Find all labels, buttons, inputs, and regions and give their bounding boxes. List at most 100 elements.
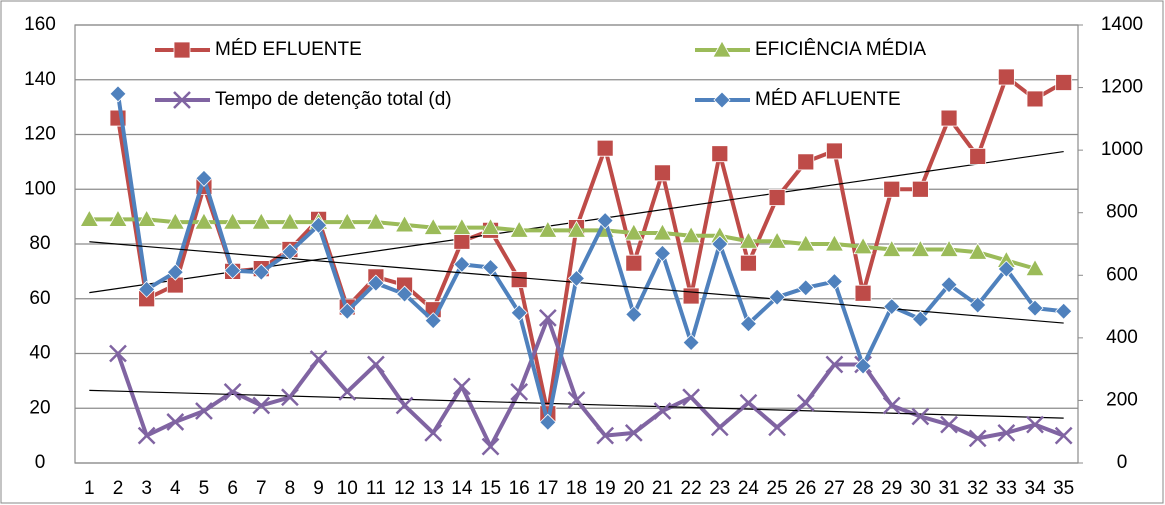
marker: [1054, 426, 1073, 445]
series-line: [89, 217, 1036, 271]
marker: [682, 333, 700, 352]
x-tick-label: 1: [84, 478, 95, 499]
marker: [173, 41, 191, 59]
x-tick-label: 23: [709, 478, 730, 499]
marker: [712, 40, 732, 58]
marker: [624, 424, 643, 442]
y2-tick-label: 400: [1106, 327, 1138, 348]
x-tick-label: 34: [1024, 478, 1046, 499]
x-tick-label: 28: [853, 478, 874, 499]
marker: [394, 215, 415, 233]
marker: [452, 217, 472, 235]
x-tick-label: 11: [366, 478, 386, 499]
x-tick-label: 31: [938, 478, 959, 499]
marker: [452, 377, 471, 396]
marker: [1026, 415, 1044, 434]
marker: [625, 305, 643, 323]
x-tick-label: 33: [996, 478, 1017, 499]
y-tick-label: 20: [29, 397, 50, 418]
marker: [968, 429, 987, 448]
marker: [509, 220, 529, 238]
marker: [538, 220, 558, 238]
x-tick-label: 3: [141, 478, 152, 499]
y2-tick-label: 1400: [1101, 14, 1143, 35]
x-tick-label: 5: [199, 478, 210, 499]
marker: [539, 413, 557, 431]
x-tick-label: 13: [423, 478, 444, 499]
marker: [940, 276, 958, 294]
marker: [682, 287, 700, 305]
marker: [424, 424, 443, 442]
y2-tick-label: 800: [1106, 202, 1138, 223]
marker: [310, 216, 328, 234]
marker: [1055, 74, 1073, 91]
marker: [654, 164, 671, 182]
marker: [251, 212, 271, 230]
series-line: [116, 93, 1064, 425]
marker: [108, 209, 128, 227]
x-tick-label: 2: [113, 478, 124, 499]
marker: [768, 189, 786, 206]
marker: [453, 255, 471, 273]
marker: [968, 242, 988, 260]
marker: [338, 302, 356, 320]
marker: [367, 355, 385, 374]
marker: [713, 91, 731, 109]
marker: [538, 309, 557, 327]
marker: [1026, 299, 1044, 317]
marker: [997, 260, 1015, 278]
marker: [969, 296, 987, 314]
marker: [997, 424, 1016, 442]
marker: [910, 239, 931, 257]
marker: [682, 388, 701, 407]
marker: [109, 85, 127, 103]
marker: [567, 269, 586, 287]
marker: [453, 232, 471, 250]
marker: [166, 263, 184, 281]
marker: [367, 274, 385, 292]
legend-label: MÉD AFLUENTE: [755, 89, 901, 110]
marker: [337, 212, 357, 230]
marker: [1055, 302, 1073, 320]
x-tick-label: 7: [256, 478, 267, 499]
x-tick-label: 26: [795, 478, 816, 499]
marker: [681, 225, 701, 244]
marker: [825, 272, 843, 291]
x-tick-label: 8: [285, 478, 296, 499]
marker: [166, 413, 185, 431]
marker: [969, 148, 987, 165]
marker: [797, 153, 815, 171]
x-tick-label: 30: [910, 478, 931, 499]
x-tick-label: 12: [394, 478, 415, 499]
marker: [137, 426, 156, 445]
marker: [997, 68, 1015, 86]
y-tick-label: 140: [24, 69, 56, 90]
y-tick-label: 0: [35, 452, 46, 473]
x-tick-label: 35: [1053, 478, 1074, 499]
x-tick-label: 19: [595, 478, 616, 499]
x-tick-label: 10: [337, 478, 358, 499]
y2-tick-label: 0: [1117, 452, 1128, 473]
marker: [280, 212, 300, 230]
marker: [366, 212, 386, 230]
x-tick-label: 25: [767, 478, 788, 499]
marker: [1026, 90, 1044, 108]
x-tick-label: 14: [451, 478, 473, 499]
marker: [768, 418, 786, 437]
y2-tick-label: 1200: [1101, 77, 1143, 98]
marker: [853, 236, 873, 255]
marker: [740, 254, 757, 272]
marker: [173, 91, 191, 109]
marker: [883, 180, 901, 198]
marker: [424, 312, 442, 330]
x-tick-label: 17: [537, 478, 558, 499]
x-tick-label: 32: [967, 478, 988, 499]
marker: [711, 145, 729, 163]
marker: [281, 243, 299, 261]
plot-frame: [74, 24, 1079, 464]
marker: [854, 357, 872, 375]
y-tick-label: 160: [24, 14, 56, 35]
marker: [653, 244, 672, 262]
marker: [826, 142, 843, 160]
marker: [738, 231, 759, 249]
